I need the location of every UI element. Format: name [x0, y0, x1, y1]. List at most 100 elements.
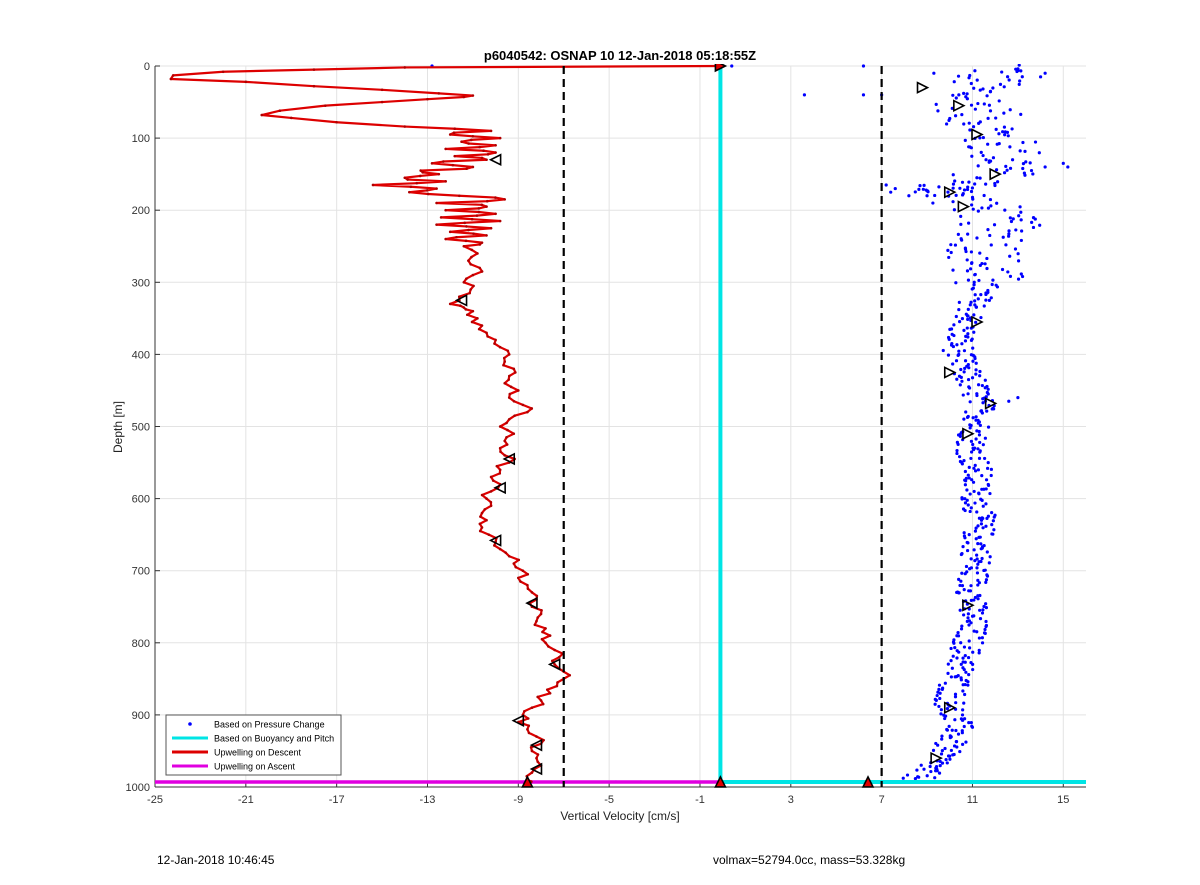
pressure-dot — [976, 383, 981, 387]
descent-point — [489, 129, 493, 133]
pressure-dot — [959, 552, 963, 557]
pressure-dot — [959, 431, 963, 435]
pressure-dot — [976, 594, 980, 598]
pressure-dot — [982, 568, 986, 573]
pressure-dot — [976, 101, 980, 106]
pressure-dot — [1010, 127, 1014, 131]
y-tick-label: 1000 — [126, 782, 150, 794]
pressure-dot — [969, 103, 974, 107]
pressure-dot — [937, 687, 941, 691]
descent-point — [467, 259, 470, 262]
pressure-dot — [973, 559, 977, 563]
pressure-dot — [971, 650, 975, 654]
pressure-dot — [968, 646, 972, 650]
pressure-dot — [980, 636, 984, 640]
pressure-dot — [960, 460, 964, 465]
pressure-dot — [969, 423, 973, 428]
pressure-dot — [968, 128, 972, 132]
y-tick-label: 700 — [132, 566, 150, 578]
pressure-dot — [1005, 130, 1010, 134]
pressure-dot — [994, 127, 998, 131]
descent-point — [489, 504, 493, 508]
pressure-dot — [964, 249, 968, 254]
descent-point — [539, 612, 543, 616]
pressure-dot — [963, 359, 968, 363]
pressure-dot — [972, 280, 976, 284]
pressure-dot — [965, 92, 969, 96]
descent-point — [462, 244, 466, 248]
pressure-dot — [931, 748, 936, 753]
descent-point — [463, 221, 467, 225]
pressure-dot — [996, 180, 1000, 184]
pressure-dot — [966, 232, 970, 236]
pressure-dot — [1008, 216, 1012, 220]
pressure-dot — [970, 154, 974, 158]
pressure-dot — [1017, 82, 1021, 86]
plot-data — [155, 64, 1086, 788]
pressure-dot — [974, 372, 978, 376]
descent-point — [503, 198, 506, 201]
pressure-dot — [982, 193, 986, 198]
descent-point — [480, 241, 484, 244]
pressure-dot — [979, 293, 983, 297]
pressure-dot — [965, 269, 970, 273]
pressure-dot — [995, 285, 1000, 289]
descent-point — [459, 304, 462, 308]
pressure-dot — [963, 660, 967, 664]
descent-point — [312, 84, 316, 88]
pressure-dot — [951, 362, 955, 366]
pressure-dot — [949, 250, 953, 255]
pressure-dot — [1033, 217, 1037, 221]
pressure-dot — [969, 621, 973, 625]
pressure-dot — [985, 466, 990, 470]
descent-point — [523, 709, 526, 713]
pressure-dot — [979, 522, 984, 526]
pressure-dot — [952, 208, 956, 212]
pressure-dot — [941, 686, 945, 690]
pressure-dot — [960, 113, 964, 117]
pressure-dot — [1010, 158, 1015, 162]
pressure-dot — [981, 608, 985, 612]
descent-point — [545, 688, 549, 691]
pressure-dot — [961, 742, 965, 747]
descent-point — [465, 167, 468, 171]
pressure-dot — [933, 776, 937, 780]
pressure-dot — [968, 509, 972, 514]
descent-point — [494, 151, 497, 154]
descent-point — [536, 760, 539, 764]
pressure-dot — [962, 459, 966, 463]
pressure-dot — [963, 339, 968, 343]
descent-marker — [454, 294, 468, 307]
pressure-dot — [1024, 160, 1028, 164]
pressure-dot — [965, 548, 970, 553]
pressure-dot — [957, 93, 961, 97]
pressure-dot — [1030, 220, 1034, 225]
descent-point — [535, 619, 538, 623]
x-axis-label: Vertical Velocity [cm/s] — [560, 809, 679, 823]
descent-point — [437, 172, 441, 176]
pressure-dot — [956, 232, 960, 236]
pressure-dot — [1037, 151, 1041, 155]
descent-point — [498, 136, 502, 140]
descent-marker — [502, 452, 516, 466]
pressure-dot — [965, 619, 969, 623]
pressure-dot — [972, 86, 976, 90]
descent-point — [502, 363, 505, 367]
pressure-dot — [982, 604, 986, 609]
pressure-dot — [1028, 161, 1032, 165]
pressure-dot — [985, 409, 989, 413]
descent-point — [448, 230, 452, 234]
descent-point — [541, 702, 545, 706]
descent-point — [526, 728, 529, 731]
descent-point — [441, 160, 445, 163]
descent-point — [462, 95, 466, 99]
descent-point — [437, 92, 441, 95]
pressure-dot — [1007, 78, 1011, 82]
pressure-dot — [984, 298, 988, 302]
descent-point — [482, 149, 485, 153]
pressure-dot — [1009, 219, 1014, 224]
pressure-dot — [961, 545, 965, 549]
pressure-dot — [1021, 166, 1025, 171]
pressure-dot — [973, 463, 977, 467]
pressure-dot — [913, 190, 917, 194]
